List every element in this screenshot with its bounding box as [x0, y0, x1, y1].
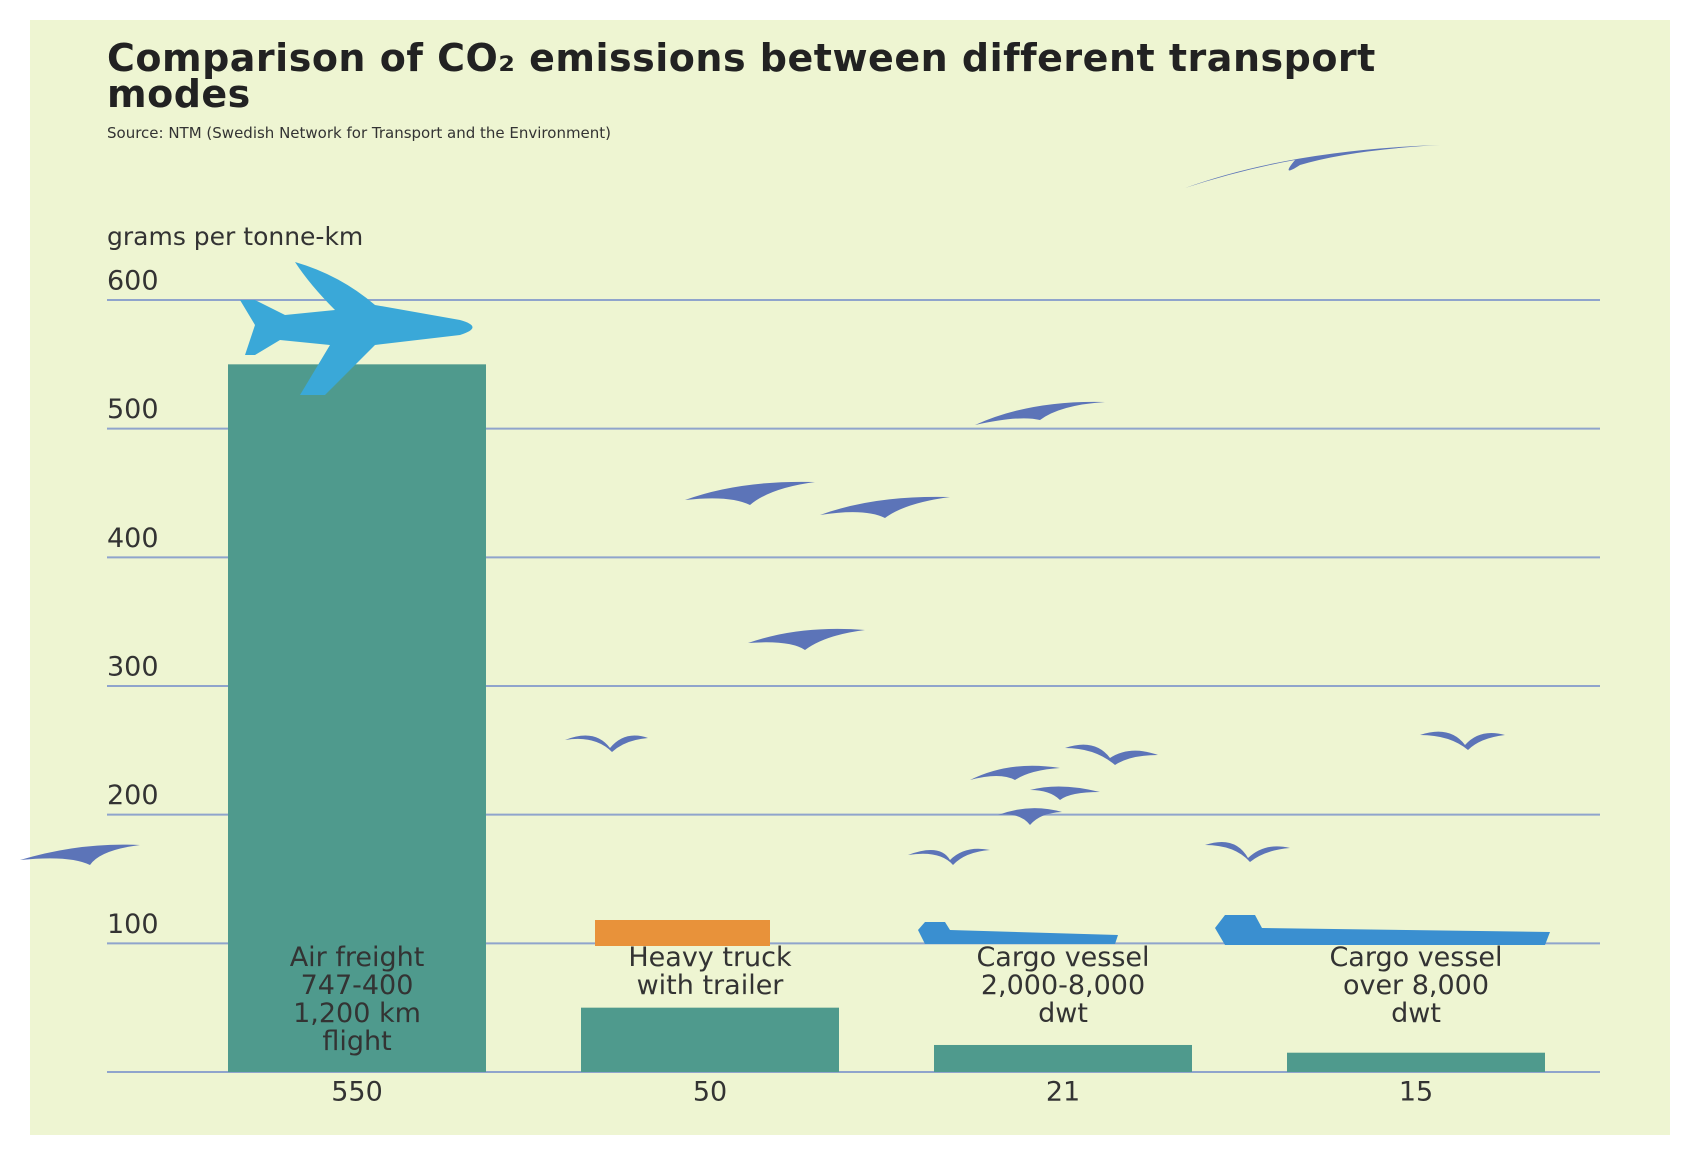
category-label: Cargo vessel 2,000-8,000 dwt — [976, 942, 1150, 1029]
plane-icon — [240, 262, 473, 395]
value-label: 15 — [1399, 1077, 1433, 1108]
y-tick-label: 100 — [107, 909, 159, 940]
chart-subtitle: Source: NTM (Swedish Network for Transpo… — [107, 124, 612, 142]
ship-icon — [1215, 915, 1550, 945]
bird — [1030, 786, 1100, 800]
category-label: Air freight 747-400 1,200 km flight — [289, 942, 425, 1057]
bird — [820, 496, 950, 518]
bird — [20, 844, 140, 865]
bar — [1287, 1052, 1545, 1072]
bird — [975, 401, 1105, 425]
bird — [1065, 744, 1158, 765]
bar — [581, 1007, 839, 1072]
bar — [228, 364, 486, 1072]
y-axis-label: grams per tonne-km — [107, 222, 364, 251]
ship-icon — [918, 922, 1118, 944]
bird — [748, 628, 865, 650]
truck-icon — [595, 920, 770, 946]
y-tick-label: 300 — [107, 652, 159, 683]
value-label: 21 — [1046, 1077, 1080, 1108]
y-tick-label: 400 — [107, 523, 159, 554]
y-tick-label: 200 — [107, 780, 159, 811]
value-label: 50 — [693, 1077, 727, 1108]
bird — [1205, 841, 1290, 862]
bird — [908, 848, 990, 865]
bar — [934, 1044, 1192, 1072]
bird — [565, 735, 648, 752]
y-tick-label: 500 — [107, 394, 159, 425]
category-label: Heavy truck with trailer — [628, 942, 792, 1001]
bird — [1420, 731, 1505, 750]
bird — [970, 765, 1060, 780]
bird — [998, 808, 1062, 825]
chart-title: Comparison of CO₂ emissions between diff… — [107, 36, 1376, 116]
y-tick-label: 600 — [107, 266, 159, 297]
category-label: Cargo vessel over 8,000 dwt — [1329, 942, 1503, 1029]
value-label: 550 — [331, 1077, 383, 1108]
bird — [685, 481, 815, 505]
